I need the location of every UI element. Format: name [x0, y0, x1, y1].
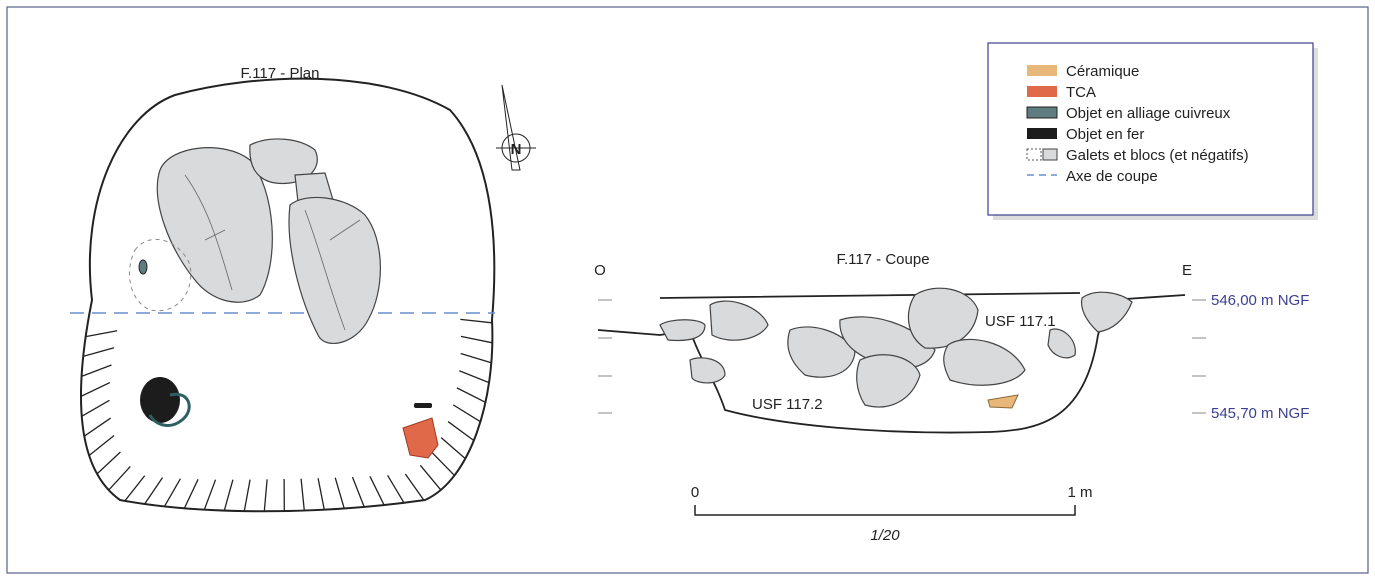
scale-bar: [694, 505, 1076, 516]
hachures: [80, 318, 493, 512]
hachure: [96, 451, 121, 475]
stone: [943, 338, 1026, 386]
iron-object: [414, 403, 432, 408]
hachure: [81, 364, 112, 377]
north-label: N: [511, 141, 522, 158]
scale-start: 0: [691, 484, 699, 501]
hachure: [263, 479, 268, 512]
stone: [659, 319, 706, 342]
hachure: [108, 466, 131, 491]
elevation-label: 546,00 m NGF: [1211, 292, 1309, 309]
hachure: [460, 318, 493, 324]
iron-object: [140, 377, 180, 423]
hachure: [80, 381, 111, 397]
hachure: [83, 347, 115, 358]
hachure: [203, 479, 217, 510]
hachure: [243, 479, 251, 512]
hachure: [459, 370, 490, 384]
stone: [856, 354, 921, 408]
hachure: [456, 387, 486, 403]
stone: [907, 287, 979, 349]
legend-label: TCA: [1066, 84, 1096, 101]
hachure: [334, 477, 345, 509]
legend-label: Céramique: [1066, 63, 1139, 80]
north-arrow: N: [496, 84, 536, 171]
legend-label: Galets et blocs (et négatifs): [1066, 147, 1249, 164]
hachure: [223, 479, 234, 511]
copper-object: [148, 392, 191, 427]
scale-ratio: 1/20: [870, 527, 900, 544]
stone: [709, 300, 769, 341]
stone: [1080, 291, 1133, 333]
elevation-label: 545,70 m NGF: [1211, 405, 1309, 422]
hachure: [183, 479, 199, 509]
hachure: [124, 475, 146, 502]
unit-label: USF 117.2: [752, 396, 823, 413]
legend-swatch: [1027, 86, 1057, 97]
hachure: [452, 404, 481, 423]
hachure: [387, 474, 405, 504]
hachure: [163, 478, 181, 507]
hachure: [369, 476, 385, 506]
legend-swatch: [1027, 128, 1057, 139]
legend-swatch: [1042, 148, 1058, 161]
stone: [689, 357, 726, 384]
crack: [184, 174, 233, 291]
hachure: [431, 452, 455, 476]
hachure: [88, 435, 115, 457]
crack: [304, 209, 361, 331]
tca: [402, 417, 439, 459]
hachure: [300, 478, 305, 511]
hachure: [460, 335, 493, 344]
legend-swatch: [1026, 106, 1058, 119]
legend-label: Objet en alliage cuivreux: [1066, 105, 1231, 122]
stone: [288, 196, 381, 344]
stone: [787, 326, 856, 378]
legend-swatch: [1027, 65, 1057, 76]
stone: [249, 138, 318, 185]
section-west: O: [594, 262, 606, 279]
legend-swatch: [1026, 148, 1042, 161]
hachure: [460, 352, 492, 364]
hachure: [85, 330, 118, 338]
hachure: [447, 421, 475, 442]
section-title: F.117 - Coupe: [836, 251, 929, 268]
section-east: E: [1182, 262, 1192, 279]
unit-label: USF 117.1: [985, 313, 1056, 330]
hachure: [419, 464, 442, 491]
stone: [839, 316, 936, 369]
legend-label: Axe de coupe: [1066, 168, 1158, 185]
legend-label: Objet en fer: [1066, 126, 1144, 143]
hachure: [144, 477, 164, 505]
hachure: [83, 417, 112, 437]
hachure: [317, 478, 325, 510]
hachure: [404, 473, 425, 501]
plan-outline: [80, 77, 496, 513]
scale-end: 1 m: [1067, 484, 1092, 501]
hachure: [81, 399, 110, 417]
hachure: [440, 437, 466, 460]
stone: [1047, 328, 1076, 359]
level-ticks: [598, 299, 1206, 414]
copper-object: [138, 259, 148, 275]
hachure: [351, 476, 365, 508]
ceramic: [987, 394, 1019, 409]
